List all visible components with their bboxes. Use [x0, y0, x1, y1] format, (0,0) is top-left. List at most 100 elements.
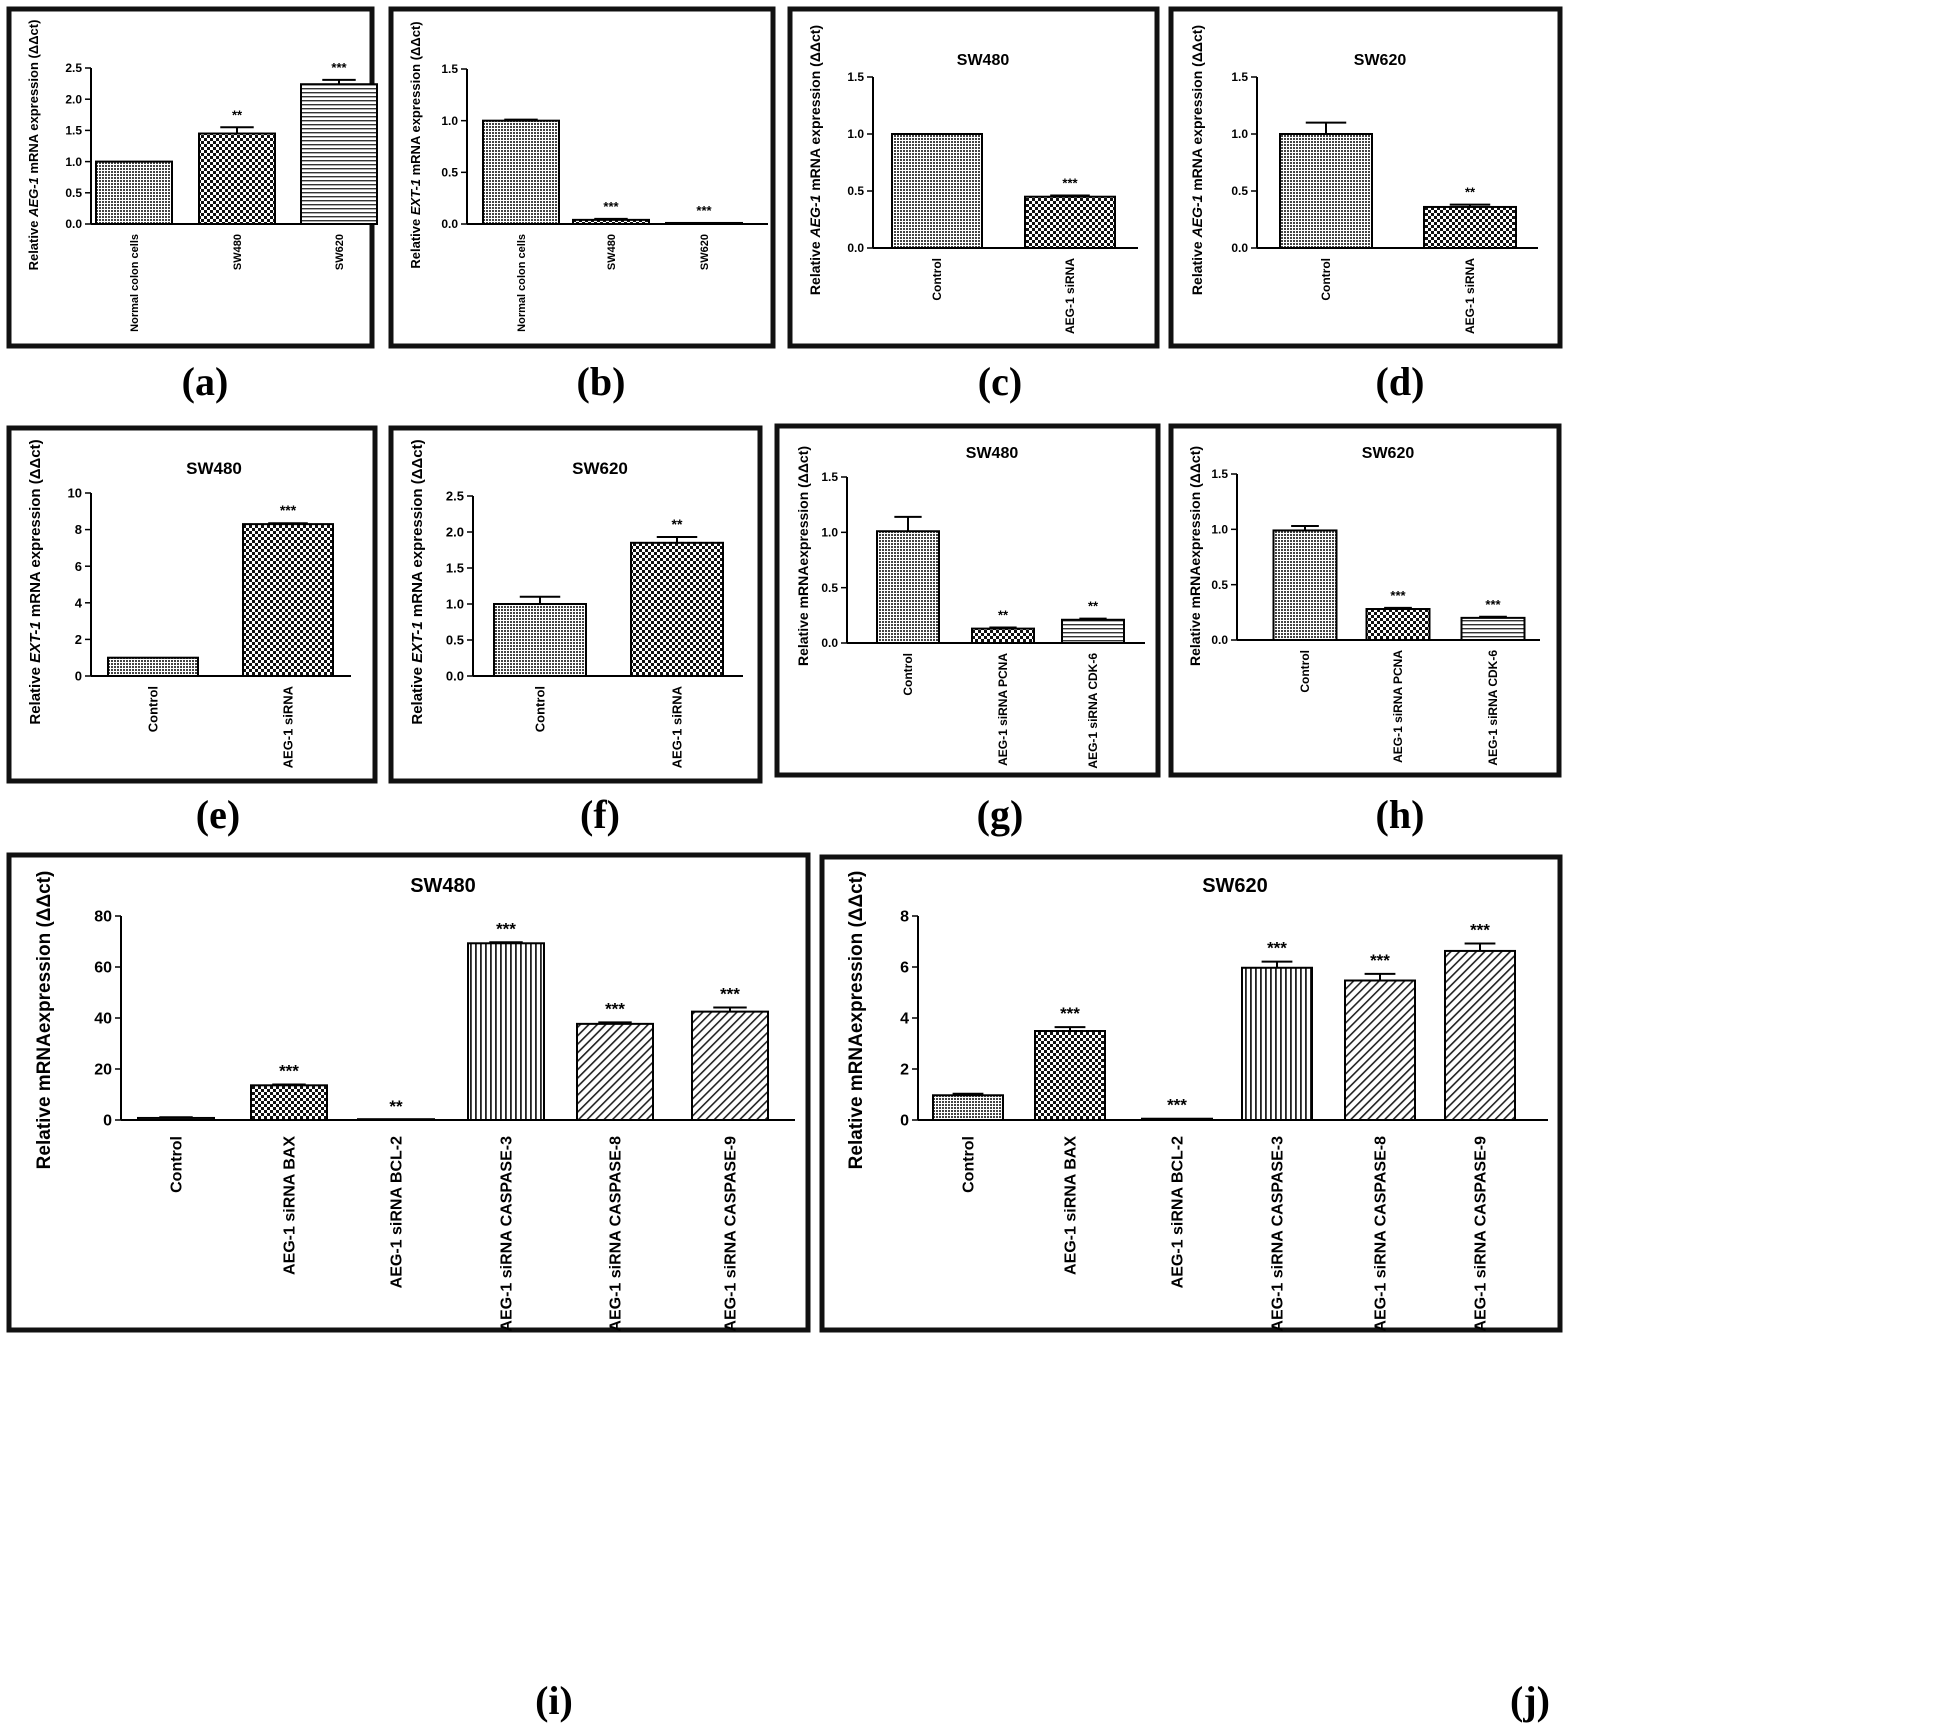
- chart-title: SW480: [966, 445, 1019, 462]
- category-label: Control: [901, 653, 915, 696]
- category-label: Control: [169, 1136, 186, 1193]
- panel-label-i: (i): [535, 1678, 573, 1723]
- bar: [198, 132, 276, 226]
- significance-label: ***: [1390, 588, 1406, 603]
- chart-title: SW620: [1202, 875, 1268, 897]
- y-tick-label: 10: [68, 486, 82, 501]
- y-tick-label: 1.0: [1231, 127, 1248, 141]
- bar: [95, 160, 173, 226]
- category-label: AEG-1 siRNA PCNA: [1391, 650, 1405, 763]
- y-tick-label: 0.5: [446, 633, 464, 648]
- category-label: SW480: [606, 234, 618, 270]
- bar: [1365, 608, 1431, 641]
- significance-label: ***: [696, 203, 712, 218]
- panel-frame-g: [774, 423, 1161, 778]
- significance-label: **: [1465, 185, 1476, 200]
- significance-label: ***: [1470, 921, 1490, 940]
- panel-label-b: (b): [577, 359, 626, 404]
- y-tick-label: 2.0: [65, 92, 82, 106]
- significance-label: **: [672, 516, 683, 532]
- y-tick-label: 0.5: [847, 184, 864, 198]
- category-label: AEG-1 siRNA: [1063, 258, 1077, 334]
- y-tick-label: 0.0: [847, 241, 864, 255]
- panel-frame-f: [388, 425, 763, 784]
- y-axis-label: Relative AEG-1 mRNA expression (ΔΔct): [1189, 25, 1205, 295]
- significance-label: ***: [605, 999, 625, 1018]
- category-label: SW480: [232, 234, 244, 270]
- category-label: Control: [146, 686, 161, 732]
- y-tick-label: 1.0: [821, 526, 838, 540]
- chart-title: SW620: [1362, 445, 1415, 462]
- category-label: Control: [1298, 650, 1312, 693]
- y-axis-label-suffix: mRNA expression (ΔΔct): [26, 20, 41, 178]
- y-tick-label: 1.5: [65, 124, 82, 138]
- panel-frames: [6, 6, 1563, 1333]
- bar: [1344, 979, 1416, 1122]
- y-axis-label: Relative mRNAexpression (ΔΔct): [846, 871, 867, 1170]
- y-tick-label: 0.5: [821, 581, 838, 595]
- category-label: Normal colon cells: [516, 234, 528, 332]
- category-label: AEG-1 siRNA CASPASE-3: [1270, 1136, 1287, 1332]
- y-axis-label-prefix: Relative: [1189, 237, 1205, 295]
- bar: [250, 1084, 328, 1121]
- chart-j: SW620 0 2 4 6 8 Relative mRNAexpression (ΔΔct)…: [846, 871, 1548, 1332]
- chart-title: SW480: [186, 459, 242, 478]
- y-axis-label: Relative AEG-1 mRNA expression (ΔΔct): [807, 25, 823, 295]
- y-axis-label-prefix: Relative: [408, 215, 423, 268]
- category-label: AEG-1 siRNA BCL-2: [1170, 1136, 1187, 1288]
- y-tick-label: 2.5: [65, 61, 82, 75]
- y-tick-label: 0.0: [1231, 241, 1248, 255]
- y-axis-label-gene: EXT-1: [27, 621, 44, 663]
- y-tick-label: 0.0: [441, 217, 458, 231]
- chart-title: SW620: [1354, 52, 1407, 69]
- bar: [630, 541, 724, 677]
- bar: [1460, 616, 1526, 641]
- y-tick-label: 0: [900, 1113, 909, 1130]
- bar: [932, 1094, 1004, 1122]
- category-label: Control: [533, 686, 548, 732]
- y-tick-label: 0.5: [1231, 184, 1248, 198]
- y-tick-label: 1.0: [847, 127, 864, 141]
- significance-label: **: [232, 107, 243, 122]
- bar: [300, 83, 378, 225]
- bar: [1034, 1030, 1106, 1122]
- y-tick-label: 0.0: [821, 636, 838, 650]
- y-tick-label: 1.5: [446, 561, 464, 576]
- panel-label-a: (a): [182, 359, 229, 404]
- y-tick-label: 0.5: [65, 186, 82, 200]
- y-axis-label-prefix: Relative: [807, 237, 823, 295]
- bar: [493, 603, 587, 677]
- category-label: AEG-1 siRNA BCL-2: [389, 1136, 406, 1288]
- bar: [137, 1116, 215, 1121]
- category-label: AEG-1 siRNA PCNA: [996, 653, 1010, 766]
- y-axis-label-prefix: Relative: [409, 663, 426, 725]
- y-axis-label: Relative AEG-1 mRNA expression (ΔΔct): [26, 20, 41, 271]
- y-axis-label-prefix: Relative mRNAexpression (ΔΔct): [846, 871, 867, 1170]
- bar: [691, 1010, 769, 1121]
- bar: [1279, 133, 1373, 249]
- y-tick-label: 4: [75, 595, 83, 610]
- y-axis-label-suffix: mRNA expression (ΔΔct): [408, 21, 423, 179]
- chart-b: 0.0 0.5 1.0 1.5 Relative EXT-1 mRNA expressi…: [408, 21, 768, 332]
- bar: [891, 133, 983, 249]
- y-axis-label-prefix: Relative: [27, 663, 44, 725]
- significance-label: ***: [1060, 1004, 1080, 1023]
- bar: [1141, 1117, 1213, 1121]
- bar: [482, 119, 560, 225]
- category-label: AEG-1 siRNA CASPASE-9: [723, 1136, 740, 1332]
- panel-frame-h: [1168, 423, 1562, 778]
- y-tick-label: 0: [103, 1113, 112, 1130]
- bar: [1061, 618, 1125, 645]
- y-axis-label: Relative EXT-1 mRNA expression (ΔΔct): [27, 439, 44, 724]
- y-tick-label: 1.5: [847, 70, 864, 84]
- bar: [1272, 529, 1338, 641]
- y-tick-label: 0: [75, 669, 82, 684]
- y-tick-label: 0.5: [441, 166, 458, 180]
- category-label: AEG-1 siRNA CASPASE-9: [1473, 1136, 1490, 1332]
- charts-layer: 0.0 0.5 1.0 1.5 2.0 2.5 Relative AEG-1 mRNA ex…: [26, 20, 1548, 1332]
- chart-f: SW620 0.0 0.5 1.0 1.5 2.0 2.5 Relative EXT-1 mR…: [409, 439, 743, 768]
- chart-title: SW620: [572, 459, 628, 478]
- bar: [1241, 966, 1313, 1122]
- y-axis-label-prefix: Relative mRNAexpression (ΔΔct): [795, 446, 811, 666]
- significance-label: **: [998, 608, 1009, 623]
